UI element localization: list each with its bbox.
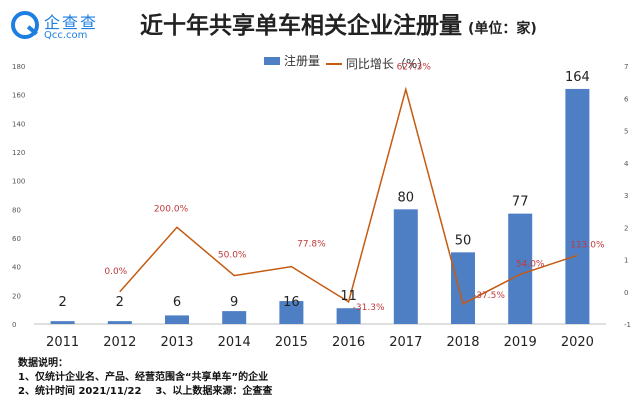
- bar-2018: [451, 252, 475, 324]
- growth-value-label: -37.5%: [473, 291, 505, 301]
- y-right-tick-label: 2: [624, 224, 628, 232]
- x-tick-label: 2019: [504, 335, 537, 350]
- y-left-tick-label: 20: [12, 292, 21, 300]
- notes-heading: 数据说明：: [18, 358, 68, 369]
- growth-value-label: 0.0%: [104, 267, 127, 277]
- bar-value-label: 2: [58, 295, 66, 310]
- data-notes: 数据说明： 1、仅统计企业名、产品、经营范围含“共享单车”的企业 2、统计时间 …: [18, 357, 272, 399]
- x-tick-label: 2018: [446, 335, 479, 350]
- y-right-tick-label: 4: [624, 160, 629, 168]
- legend-bar-label: 注册量: [284, 54, 321, 68]
- bar-2020: [565, 88, 590, 324]
- bar-2019: [508, 213, 533, 324]
- y-right-tick-label: 3: [624, 192, 628, 200]
- y-right-tick-label: 1: [624, 257, 628, 265]
- y-left-tick-label: 40: [12, 264, 21, 272]
- bar-2014: [222, 311, 247, 324]
- legend-item-line: 同比增长（%）: [325, 55, 430, 72]
- legend-item-bar: 注册量: [264, 52, 320, 69]
- brand-logo: 企查查 Qcc.com: [10, 6, 128, 46]
- x-tick-label: 2011: [46, 335, 79, 350]
- bar-value-label: 164: [565, 70, 590, 85]
- legend-line-swatch: [325, 62, 342, 65]
- y-right-tick-label: -1: [624, 321, 631, 329]
- growth-value-label: 54.0%: [516, 259, 545, 269]
- chart-legend: 注册量 同比增长（%）: [264, 52, 431, 72]
- bar-2013: [165, 315, 189, 324]
- notes-line-2a: 2、统计时间 2021/11/22: [18, 386, 142, 397]
- bar-2015: [279, 301, 304, 324]
- y-left-tick-label: 120: [12, 149, 25, 157]
- qcc-logo-icon: [11, 11, 39, 39]
- x-tick-label: 2012: [103, 335, 136, 350]
- bar-value-label: 2: [116, 295, 124, 310]
- y-left-tick-label: 140: [12, 120, 25, 128]
- growth-value-label: 77.8%: [297, 240, 326, 250]
- chart-unit: (单位：家): [468, 21, 537, 37]
- growth-value-label: 627.3%: [397, 62, 432, 72]
- x-tick-label: 2014: [218, 335, 251, 350]
- y-left-tick-label: 0: [12, 321, 16, 329]
- bar-2011: [50, 321, 75, 324]
- notes-line-2: 2、统计时间 2021/11/22 3、以上数据来源：企查查: [18, 385, 272, 399]
- x-tick-label: 2016: [332, 335, 365, 350]
- x-tick-label: 2020: [561, 335, 594, 350]
- y-left-tick-label: 160: [12, 92, 25, 100]
- y-right-tick-label: 6: [624, 95, 629, 103]
- bar-value-label: 50: [455, 233, 472, 248]
- legend-bar-swatch: [264, 56, 280, 65]
- bar-value-label: 80: [398, 190, 415, 205]
- bar-2017: [393, 209, 418, 324]
- bar-2012: [107, 321, 132, 324]
- growth-value-label: 50.0%: [218, 251, 247, 261]
- legend-line-label: 同比增长（%）: [345, 57, 430, 71]
- x-tick-label: 2015: [275, 335, 308, 350]
- growth-value-label: 200.0%: [154, 204, 189, 214]
- bar-value-label: 11: [340, 289, 357, 304]
- bar-value-label: 77: [512, 195, 529, 210]
- growth-value-label: -31.3%: [353, 303, 385, 313]
- chart-title-text: 近十年共享单车相关企业注册量: [140, 13, 462, 39]
- y-left-tick-label: 100: [12, 178, 25, 186]
- y-right-tick-label: 7: [624, 63, 628, 71]
- brand-name: 企查查: [44, 13, 99, 32]
- y-left-tick-label: 80: [12, 206, 21, 214]
- y-left-tick-label: 180: [12, 63, 25, 71]
- y-right-tick-label: 5: [624, 128, 628, 136]
- bar-value-label: 9: [230, 295, 238, 310]
- x-tick-label: 2017: [389, 335, 422, 350]
- growth-value-label: 113.0%: [570, 240, 605, 250]
- y-right-tick-label: 0: [624, 289, 628, 297]
- x-tick-label: 2013: [160, 335, 193, 350]
- chart-title: 近十年共享单车相关企业注册量 (单位：家): [140, 6, 537, 40]
- bar-2016: [336, 308, 361, 324]
- y-left-tick-label: 60: [12, 235, 21, 243]
- brand-domain: Qcc.com: [44, 30, 88, 41]
- notes-line-2b: 3、以上数据来源：企查查: [155, 386, 273, 397]
- bar-value-label: 6: [173, 295, 181, 310]
- bar-value-label: 16: [283, 295, 300, 310]
- notes-line-1: 1、仅统计企业名、产品、经营范围含“共享单车”的企业: [18, 372, 269, 383]
